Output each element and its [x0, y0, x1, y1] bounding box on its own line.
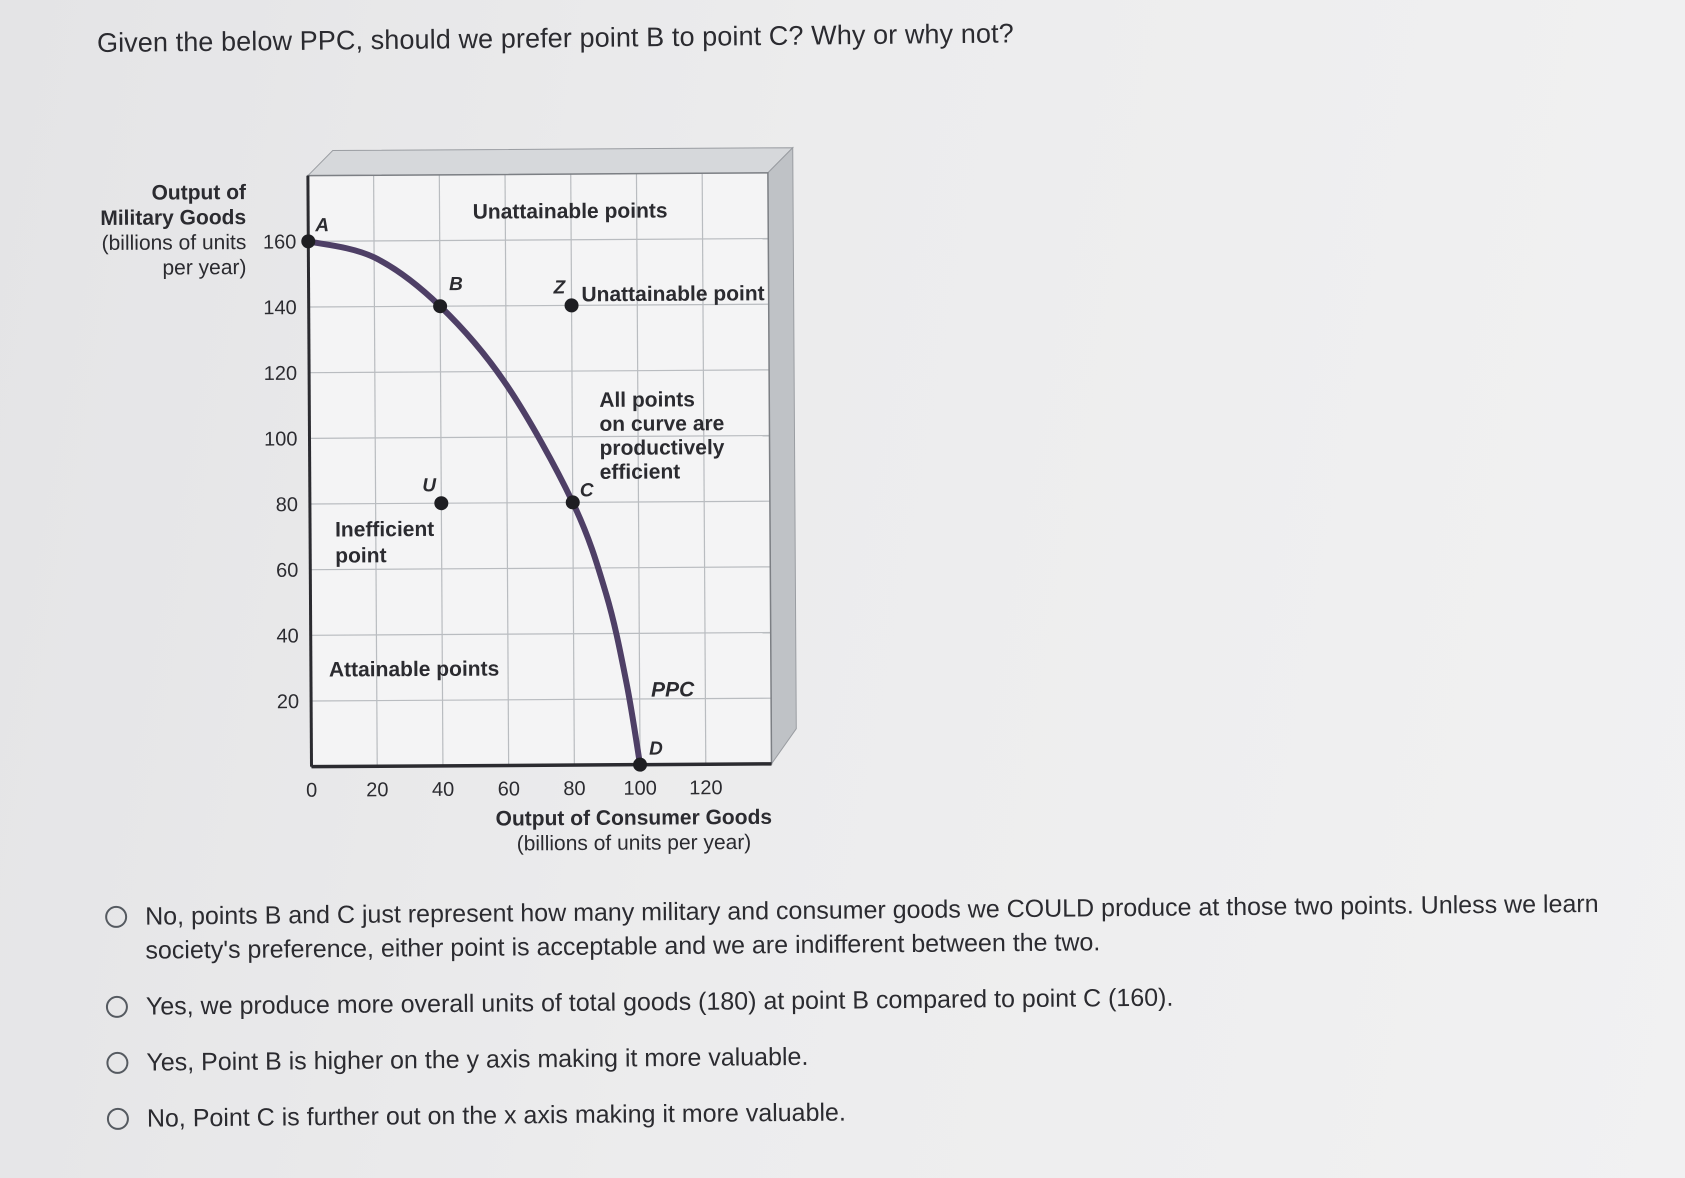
x-tick-label: 40 [432, 779, 454, 801]
answer-option-text: No, points B and C just represent how ma… [145, 889, 1599, 965]
y-axis-title: per year) [162, 256, 246, 280]
y-tick-label: 20 [277, 691, 299, 713]
point-marker-d [633, 757, 648, 772]
point-marker-b [433, 299, 448, 314]
ppc-chart-svg: 0 20 40 60 80 100 120 20 40 60 80 100 120 140 160 Outpu… [100, 146, 797, 855]
grid-line-horizontal [308, 303, 769, 308]
x-tick-label: 0 [306, 780, 317, 802]
y-tick-label: 140 [263, 297, 297, 319]
point-label-c: C [580, 480, 594, 501]
x-axis-title: Output of Consumer Goods [496, 806, 773, 831]
radio-button-3[interactable] [106, 1051, 129, 1074]
grid-line-horizontal [309, 500, 770, 505]
grid-line-vertical [373, 175, 378, 767]
y-tick-label: 160 [263, 231, 297, 253]
annotation-efficient: productively [599, 436, 724, 460]
point-label-b: B [449, 274, 463, 295]
answer-options: No, points B and C just represent how ma… [105, 886, 1667, 1158]
radio-button-4[interactable] [106, 1107, 130, 1130]
chart-box-top [306, 147, 794, 177]
annotation-attainable-points: Attainable points [329, 658, 499, 682]
y-axis-title: (billions of units [102, 231, 247, 255]
radio-button-1[interactable] [105, 905, 128, 928]
x-tick-label: 120 [689, 777, 723, 799]
annotation-efficient: All points [599, 388, 695, 412]
y-tick-label: 40 [276, 625, 298, 647]
grid-line-vertical [635, 173, 641, 765]
grid-line-horizontal [309, 369, 770, 374]
point-label-u: U [422, 475, 437, 496]
x-tick-label: 80 [563, 778, 585, 800]
ppc-chart: 0 20 40 60 80 100 120 20 40 60 80 100 120 140 160 Outpu… [0, 0, 902, 883]
point-marker-c [565, 495, 580, 510]
grid-line-horizontal [311, 697, 772, 702]
point-marker-z [564, 298, 579, 313]
grid-line-vertical [438, 174, 444, 766]
point-marker-a [301, 234, 316, 249]
answer-option-4[interactable]: No, Point C is further out on the x axis… [106, 1088, 1667, 1136]
y-axis-title: Output of [151, 181, 247, 205]
point-label-a: A [314, 215, 329, 236]
annotation-unattainable-points: Unattainable points [473, 199, 668, 223]
y-tick-label: 60 [276, 560, 298, 582]
ppc-curve [305, 238, 644, 768]
answer-option-3[interactable]: Yes, Point B is higher on the y axis mak… [106, 1032, 1666, 1080]
grid-line-vertical [504, 174, 510, 766]
y-tick-label: 120 [264, 363, 298, 385]
answer-option-text: Yes, Point B is higher on the y axis mak… [146, 1042, 809, 1077]
answer-option-text: Yes, we produce more overall units of to… [145, 983, 1174, 1021]
answer-option-text: No, Point C is further out on the x axis… [146, 1098, 846, 1133]
radio-button-2[interactable] [105, 995, 129, 1018]
answer-option-1[interactable]: No, points B and C just represent how ma… [105, 886, 1666, 968]
answer-option-2[interactable]: Yes, we produce more overall units of to… [105, 976, 1666, 1024]
x-tick-label: 20 [366, 779, 388, 801]
annotation-efficient: efficient [600, 460, 681, 483]
annotation-inefficient: point [335, 544, 386, 567]
point-label-z: Z [553, 277, 567, 298]
y-tick-label: 100 [264, 428, 298, 450]
plot-area [307, 172, 772, 767]
grid-line-vertical [570, 174, 575, 766]
x-tick-label: 100 [623, 778, 657, 800]
x-axis-title: (billions of units per year) [517, 831, 752, 855]
grid-line-horizontal [308, 237, 769, 242]
annotation-unattainable-point: Unattainable point [581, 282, 764, 306]
y-tick-label: 80 [276, 494, 298, 516]
point-label-d: D [649, 739, 663, 760]
annotation-ppc-label: PPC [651, 678, 695, 701]
grid-line-horizontal [310, 631, 771, 636]
x-tick-label: 60 [498, 778, 520, 800]
x-axis [311, 762, 772, 769]
point-marker-u [434, 496, 449, 511]
y-axis-title: Military Goods [100, 206, 246, 230]
annotation-efficient: on curve are [599, 412, 724, 436]
y-axis [306, 175, 314, 767]
grid-line-vertical [701, 173, 707, 765]
grid-line-horizontal [310, 566, 771, 571]
chart-box-side [767, 146, 797, 766]
annotation-inefficient: Inefficient [335, 518, 434, 542]
